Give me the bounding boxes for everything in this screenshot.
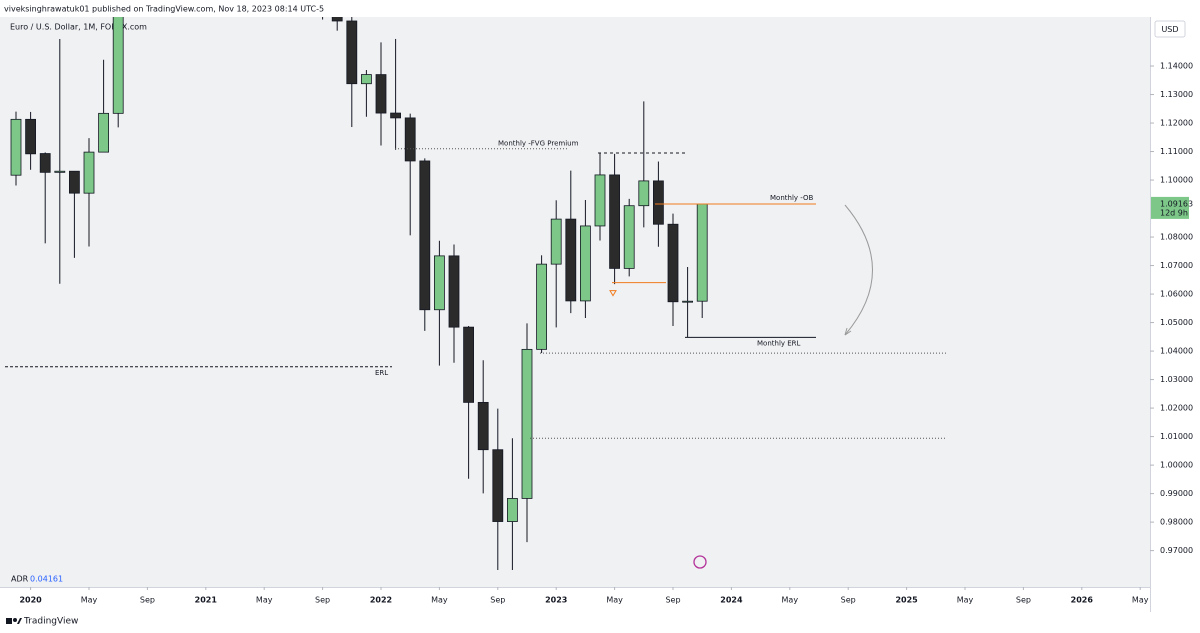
x-tick-label: 2025	[895, 596, 918, 605]
candle-body	[390, 112, 402, 119]
y-tick-label: 1.07000	[1160, 261, 1193, 270]
footer-brand: TradingView	[23, 617, 78, 627]
x-tick-label: 2020	[19, 596, 42, 605]
candle-body	[638, 180, 650, 207]
candle-body	[653, 180, 664, 225]
candle-body	[98, 112, 109, 153]
candle-body	[696, 203, 708, 302]
x-tick-label: May	[957, 596, 974, 605]
x-tick-label: 2026	[1071, 596, 1094, 605]
last-price-label: 1.09163	[1160, 199, 1193, 208]
level-label: ERL	[375, 369, 388, 377]
arrow-drawing	[844, 204, 873, 336]
y-tick-label: 1.02000	[1160, 404, 1193, 413]
candle-body	[623, 205, 635, 269]
x-tick-label: 2022	[370, 596, 392, 605]
x-tick-label: Sep	[841, 596, 856, 605]
event-icon[interactable]	[693, 555, 707, 569]
y-tick-label: 1.08000	[1160, 233, 1193, 242]
y-tick-label: 1.10000	[1160, 176, 1193, 185]
y-tick-label: 0.97000	[1160, 546, 1193, 555]
candle-body	[346, 20, 358, 85]
candle-body	[667, 223, 679, 303]
candle-body	[521, 348, 533, 499]
currency: USD	[1161, 25, 1178, 34]
candle-body	[492, 449, 504, 522]
x-tick-label: May	[81, 596, 98, 605]
y-tick-label: 1.06000	[1160, 290, 1193, 299]
y-tick-label: 1.14000	[1160, 62, 1193, 71]
y-tick-label: 1.01000	[1160, 432, 1193, 441]
y-tick-label: 1.04000	[1160, 347, 1193, 356]
y-tick-label: 1.13000	[1160, 90, 1193, 99]
candle-body	[550, 218, 562, 265]
candle-body	[506, 498, 518, 522]
y-tick-label: 1.03000	[1160, 375, 1193, 384]
candle-body	[433, 255, 445, 311]
candle-body	[54, 170, 66, 173]
last-price-tag	[1151, 196, 1189, 219]
currency-box[interactable]	[1154, 20, 1186, 38]
x-tick-label: Sep	[315, 596, 330, 605]
arrow-head	[844, 327, 852, 336]
y-tick-label: 0.99000	[1160, 489, 1193, 498]
y-tick-label: 1.11000	[1160, 147, 1193, 156]
x-tick-label: 2023	[545, 596, 567, 605]
indicator-value: 0.04161	[30, 575, 63, 584]
candle-body	[565, 218, 577, 302]
header: viveksinghrawatuk01 published on Trading…	[4, 5, 324, 14]
candle-body	[594, 174, 606, 227]
candle-body	[25, 118, 37, 155]
candle-body	[331, 17, 343, 22]
x-tick-label: Sep	[490, 596, 505, 605]
candle-body	[419, 160, 431, 311]
countdown: 12d 9h	[1160, 208, 1188, 217]
level-marker	[609, 290, 617, 297]
candle-body	[83, 151, 95, 194]
candle-body	[682, 300, 693, 303]
candle-body	[10, 118, 22, 176]
x-tick-label: 2021	[195, 596, 218, 605]
candle-body	[448, 255, 460, 328]
level-label: Monthly -OB	[770, 194, 813, 202]
indicator-name: ADR	[11, 575, 29, 584]
y-tick-label: 1.12000	[1160, 119, 1193, 128]
candle-body	[360, 74, 372, 85]
y-tick-label: 0.98000	[1160, 518, 1193, 527]
x-tick-label: 2024	[720, 596, 743, 605]
candle-body	[536, 263, 547, 350]
x-tick-label: May	[256, 596, 273, 605]
indicator-pane	[0, 570, 1150, 587]
candle-body	[477, 401, 489, 451]
x-tick-label: May	[1132, 596, 1149, 605]
x-tick-label: Sep	[1016, 596, 1031, 605]
x-tick-label: May	[431, 596, 448, 605]
candle-body	[580, 225, 591, 302]
candle-body	[39, 153, 51, 173]
symbol-title: Euro / U.S. Dollar, 1M, FOREX.com	[10, 23, 147, 32]
candle-body	[609, 174, 620, 269]
candle-body	[404, 117, 416, 162]
y-tick-label: 1.05000	[1160, 318, 1193, 327]
x-tick-label: Sep	[140, 596, 155, 605]
level-label: Monthly ERL	[757, 339, 801, 347]
x-tick-label: May	[606, 596, 623, 605]
candle-body	[375, 74, 387, 114]
y-tick-label: 1.00000	[1160, 461, 1193, 470]
candle-body	[69, 170, 80, 194]
x-tick-label: Sep	[665, 596, 680, 605]
level-label: Monthly -FVG Premium	[498, 140, 579, 148]
logo	[6, 618, 22, 624]
candle-body	[463, 326, 475, 403]
candle-body	[112, 17, 124, 114]
x-tick-label: May	[782, 596, 799, 605]
